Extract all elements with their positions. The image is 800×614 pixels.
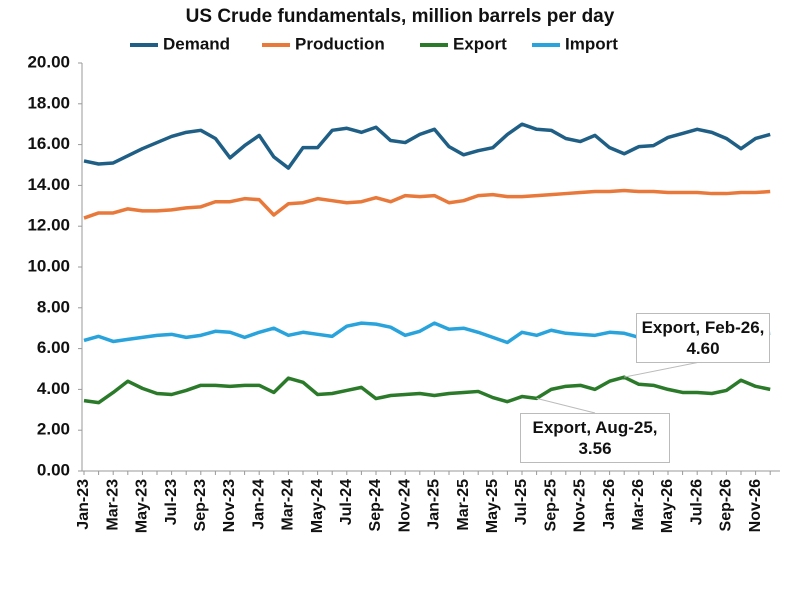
annotation: Export, Feb-26, 4.60 bbox=[636, 313, 770, 363]
legend-label: Export bbox=[453, 34, 507, 53]
x-tick-label: Jan-25 bbox=[426, 479, 443, 530]
x-tick-label: Jul-26 bbox=[688, 479, 705, 525]
x-tick-label: Mar-25 bbox=[455, 479, 472, 531]
x-tick-label: Mar-26 bbox=[630, 479, 647, 531]
y-tick-label: 2.00 bbox=[37, 420, 70, 439]
x-tick-label: May-25 bbox=[484, 479, 501, 533]
x-tick-label: May-24 bbox=[309, 479, 326, 533]
y-tick-label: 14.00 bbox=[27, 175, 70, 194]
y-tick-label: 6.00 bbox=[37, 338, 70, 357]
legend-label: Production bbox=[295, 34, 385, 53]
legend-label: Demand bbox=[163, 34, 230, 53]
x-tick-label: Jan-26 bbox=[601, 479, 618, 530]
x-tick-label: May-23 bbox=[134, 479, 151, 533]
annotation: Export, Aug-25, 3.56 bbox=[520, 413, 670, 463]
x-tick-label: Nov-23 bbox=[221, 479, 238, 532]
x-tick-label: Sep-25 bbox=[542, 479, 559, 532]
x-tick-label: Sep-26 bbox=[718, 479, 735, 532]
y-tick-label: 8.00 bbox=[37, 297, 70, 316]
x-tick-label: Jul-24 bbox=[338, 479, 355, 525]
x-tick-label: Mar-23 bbox=[104, 479, 121, 531]
series-line bbox=[83, 188, 771, 220]
y-tick-label: 12.00 bbox=[27, 216, 70, 235]
series-line bbox=[83, 375, 771, 405]
x-tick-label: Sep-23 bbox=[192, 479, 209, 532]
y-tick-label: 0.00 bbox=[37, 460, 70, 479]
series-line bbox=[83, 122, 771, 170]
x-tick-label: Nov-25 bbox=[572, 479, 589, 532]
leader-line bbox=[536, 397, 596, 414]
x-tick-label: Nov-26 bbox=[747, 479, 764, 532]
y-tick-label: 16.00 bbox=[27, 134, 70, 153]
x-tick-label: Jan-24 bbox=[250, 479, 267, 530]
x-tick-label: Jan-23 bbox=[75, 479, 92, 530]
y-tick-label: 20.00 bbox=[27, 52, 70, 71]
y-tick-label: 10.00 bbox=[27, 256, 70, 275]
x-tick-label: Sep-24 bbox=[367, 479, 384, 532]
x-tick-label: Mar-24 bbox=[280, 479, 297, 531]
legend-label: Import bbox=[565, 34, 618, 53]
chart-title: US Crude fundamentals, million barrels p… bbox=[186, 6, 615, 27]
x-tick-label: May-26 bbox=[659, 479, 676, 533]
y-tick-label: 4.00 bbox=[37, 379, 70, 398]
x-tick-label: Jul-23 bbox=[163, 479, 180, 525]
x-tick-label: Jul-25 bbox=[513, 479, 530, 525]
y-tick-label: 18.00 bbox=[27, 93, 70, 112]
leader-line bbox=[624, 361, 701, 378]
x-tick-label: Nov-24 bbox=[396, 479, 413, 532]
